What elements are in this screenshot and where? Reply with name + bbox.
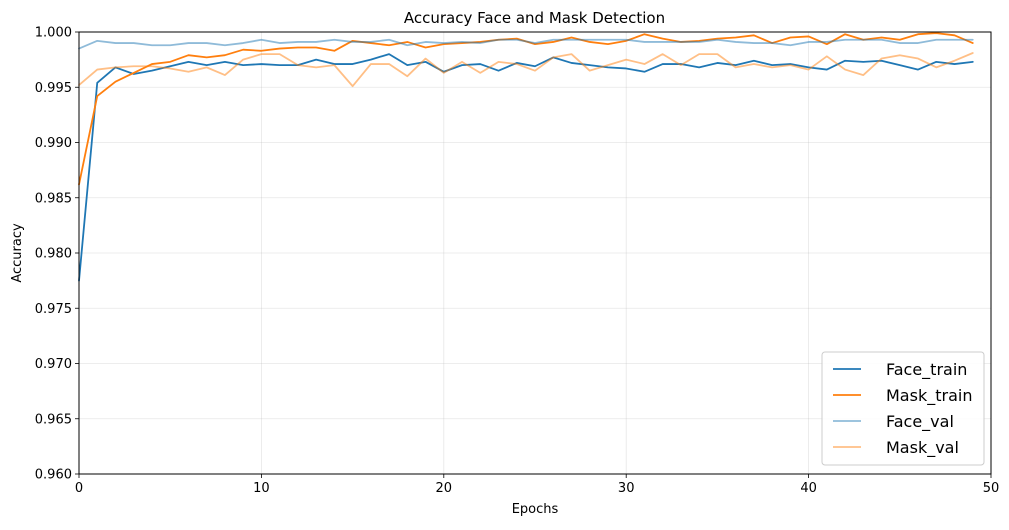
series-line-face-val: [78, 38, 974, 50]
series-line-face-train: [78, 53, 974, 282]
x-tick-label: 0: [75, 481, 83, 496]
legend-label-face-train: Face_train: [886, 360, 967, 380]
axis-ticks: 0 10 20 30 40 50 0.960 0.965 0.970 0.975 0.980 0.98…: [35, 26, 999, 497]
legend-label-face-val: Face_val: [886, 412, 954, 432]
y-tick-label: 1.000: [35, 26, 72, 41]
y-tick-label: 0.985: [35, 191, 72, 206]
legend-label-mask-train: Mask_train: [886, 386, 972, 406]
y-tick-label: 0.980: [35, 247, 72, 262]
series-line-mask-val: [78, 52, 974, 88]
series-lines: [78, 32, 974, 282]
legend-label-mask-val: Mask_val: [886, 438, 959, 458]
y-tick-label: 0.965: [35, 412, 72, 427]
x-tick-label: 50: [983, 481, 1000, 496]
x-tick-label: 20: [436, 481, 453, 496]
x-tick-label: 30: [618, 481, 635, 496]
x-axis-label: Epochs: [512, 502, 559, 517]
y-tick-label: 0.975: [35, 302, 72, 317]
y-tick-label: 0.960: [35, 468, 72, 483]
x-tick-label: 10: [253, 481, 270, 496]
legend: Face_train Mask_train Face_val Mask_val: [821, 351, 985, 466]
y-axis-label: Accuracy: [10, 223, 25, 283]
x-tick-label: 40: [800, 481, 817, 496]
y-tick-label: 0.970: [35, 357, 72, 372]
y-tick-label: 0.995: [35, 81, 72, 96]
legend-box: [821, 351, 985, 466]
chart-title: Accuracy Face and Mask Detection: [404, 9, 665, 27]
y-tick-label: 0.990: [35, 136, 72, 151]
